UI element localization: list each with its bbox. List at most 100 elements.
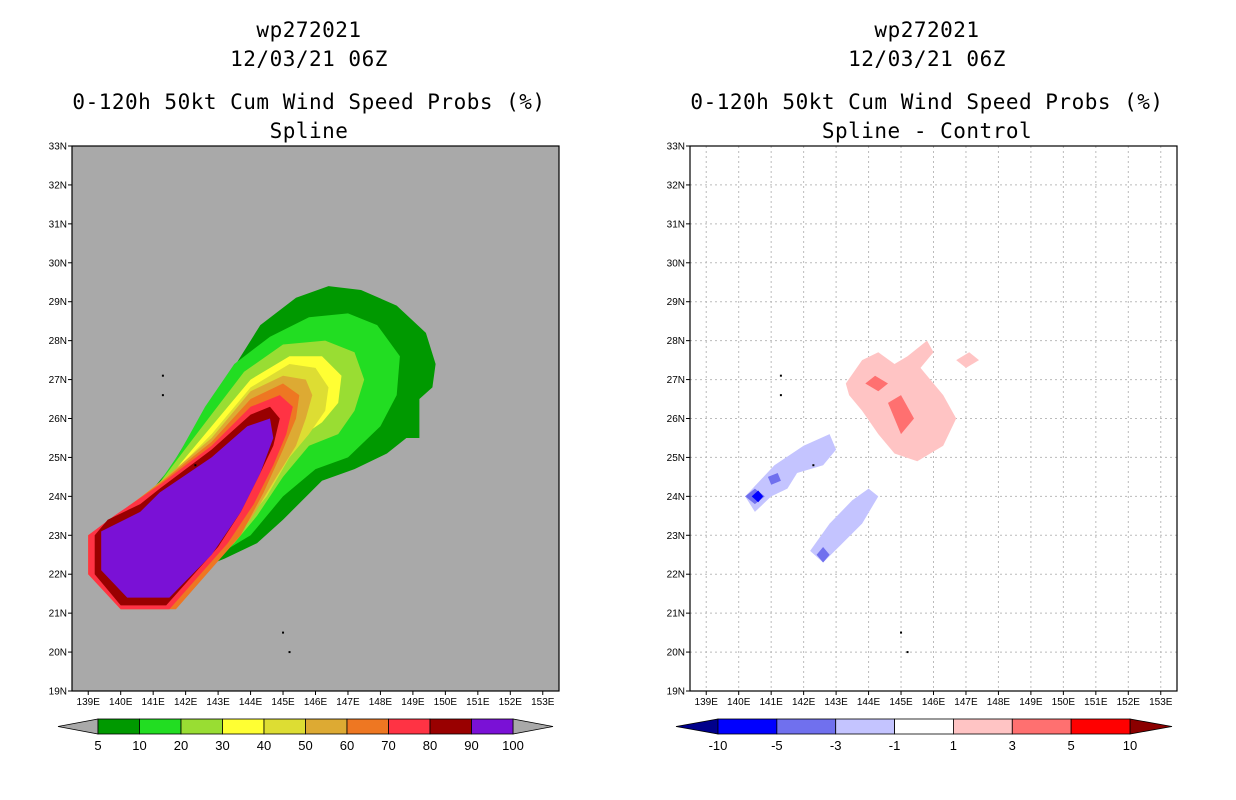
y-tick-label: 27N [667, 375, 685, 386]
colorbar-label: 90 [464, 738, 478, 753]
y-tick-label: 28N [667, 336, 685, 347]
colorbar-extend-right [512, 718, 554, 735]
y-tick-label: 25N [49, 453, 67, 464]
colorbar-label: 30 [215, 738, 229, 753]
x-tick-label: 141E [759, 697, 783, 708]
y-tick-label: 23N [667, 531, 685, 542]
y-tick-label: 29N [49, 297, 67, 308]
x-tick-label: 145E [271, 697, 295, 708]
island-marker [900, 631, 903, 634]
product-title: 0-120h 50kt Cum Wind Speed Probs (%) [72, 90, 546, 114]
storm-id-title: wp272021 [874, 18, 980, 42]
datetime-title: 12/03/21 06Z [230, 47, 388, 71]
y-tick-label: 20N [49, 648, 67, 659]
subtitle: Spline - Control [821, 119, 1033, 143]
island-marker [906, 651, 909, 654]
colorbar-label: 1 [950, 738, 957, 753]
colorbar-label: 10 [132, 738, 146, 753]
x-tick-label: 147E [336, 697, 360, 708]
y-tick-label: 31N [667, 219, 685, 230]
colorbar-swatch [97, 718, 140, 735]
colorbar-swatch [429, 718, 472, 735]
colorbar-label: 20 [174, 738, 188, 753]
colorbar-label: 60 [340, 738, 354, 753]
x-tick-label: 152E [1117, 697, 1141, 708]
x-tick-label: 150E [434, 697, 458, 708]
y-tick-label: 30N [667, 258, 685, 269]
y-tick-label: 26N [667, 414, 685, 425]
island-marker [812, 464, 815, 467]
contour-level-3 [888, 395, 914, 435]
x-tick-label: 149E [401, 697, 425, 708]
storm-id-title: wp272021 [256, 18, 362, 42]
contour-level--1 [810, 488, 879, 563]
y-tick-label: 24N [49, 492, 67, 503]
y-tick-label: 32N [49, 180, 67, 191]
right-panel: wp272021 12/03/21 06Z 0-120h 50kt Cum Wi… [618, 0, 1236, 800]
contour-level--5 [751, 490, 764, 503]
colorbar-extend-left [675, 718, 719, 735]
island-marker [161, 374, 164, 377]
colorbar-label: -1 [889, 738, 901, 753]
x-tick-label: 144E [239, 697, 263, 708]
x-tick-label: 153E [531, 697, 555, 708]
x-tick-label: 150E [1052, 697, 1076, 708]
colorbar-swatch [835, 718, 895, 735]
x-tick-label: 142E [174, 697, 198, 708]
x-tick-label: 142E [792, 697, 816, 708]
colorbar-swatch [1011, 718, 1072, 735]
contour-level-1 [956, 352, 979, 368]
y-tick-label: 32N [667, 180, 685, 191]
colorbar-swatch [346, 718, 389, 735]
x-tick-label: 140E [109, 697, 133, 708]
colorbar-swatch [471, 718, 514, 735]
contour-level-3 [865, 375, 888, 392]
colorbar-label: 3 [1009, 738, 1016, 753]
x-tick-label: 145E [889, 697, 913, 708]
island-marker [194, 464, 197, 467]
x-tick-label: 144E [857, 697, 881, 708]
x-tick-label: 143E [206, 697, 230, 708]
x-tick-label: 141E [141, 697, 165, 708]
y-tick-label: 22N [667, 570, 685, 581]
probability-map: 19N 20N 21N 22N 23N 24N 25N 26N 27N 28N 29N 30N 31N 3… [49, 142, 560, 753]
colorbar-label: 5 [1068, 738, 1075, 753]
y-tick-label: 19N [667, 687, 685, 698]
contour-level-90 [101, 418, 274, 598]
colorbar-label: -3 [830, 738, 842, 753]
contour-level--3 [767, 473, 781, 485]
x-tick-label: 148E [987, 697, 1011, 708]
colorbar-label: 40 [257, 738, 271, 753]
colorbar-swatch [263, 718, 306, 735]
y-tick-label: 31N [49, 219, 67, 230]
y-tick-label: 21N [667, 609, 685, 620]
x-tick-label: 153E [1149, 697, 1173, 708]
colorbar-label: 80 [423, 738, 437, 753]
x-tick-label: 147E [954, 697, 978, 708]
colorbar-swatch [222, 718, 265, 735]
island-marker [288, 651, 291, 654]
island-marker [779, 374, 782, 377]
y-tick-label: 33N [49, 142, 67, 153]
colorbar-swatch [305, 718, 348, 735]
subtitle: Spline [269, 119, 349, 143]
island-marker [779, 394, 782, 397]
colorbar-label: 100 [502, 738, 524, 753]
colorbar-label: 70 [381, 738, 395, 753]
datetime-title: 12/03/21 06Z [848, 47, 1006, 71]
y-tick-label: 27N [49, 375, 67, 386]
x-tick-label: 139E [77, 697, 101, 708]
y-tick-label: 29N [667, 297, 685, 308]
colorbar-extend-left [57, 718, 99, 735]
y-tick-label: 30N [49, 258, 67, 269]
colorbar-swatch [180, 718, 223, 735]
y-tick-label: 26N [49, 414, 67, 425]
colorbar-swatch [388, 718, 431, 735]
contour-level--3 [816, 547, 830, 563]
x-tick-label: 151E [1084, 697, 1108, 708]
island-marker [161, 394, 164, 397]
x-tick-label: 143E [824, 697, 848, 708]
x-tick-label: 151E [466, 697, 490, 708]
colorbar-swatch [1070, 718, 1131, 735]
contour-level--1 [745, 434, 837, 512]
